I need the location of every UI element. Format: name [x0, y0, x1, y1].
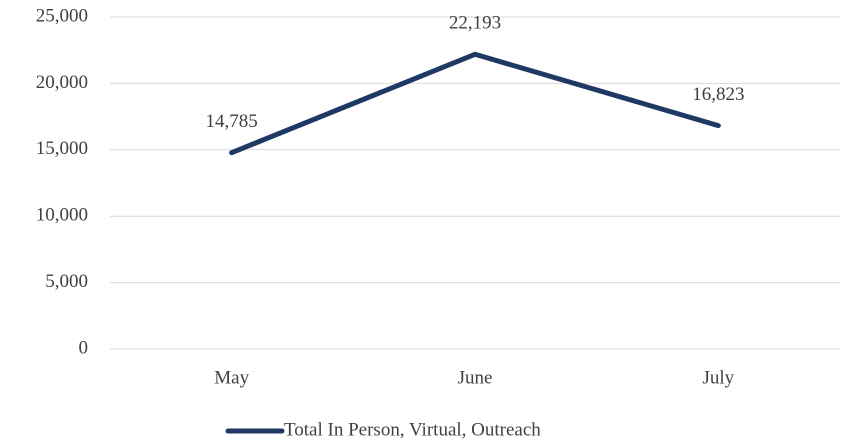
y-tick-label: 25,000	[36, 5, 88, 26]
data-line	[229, 51, 721, 156]
data-label: 16,823	[692, 84, 744, 105]
y-tick-label: 0	[79, 337, 89, 358]
y-tick-label: 15,000	[36, 138, 88, 159]
y-tick-label: 10,000	[36, 205, 88, 226]
y-tick-label: 5,000	[45, 271, 88, 292]
legend-label: Total In Person, Virtual, Outreach	[284, 419, 541, 440]
x-tick-label: July	[702, 367, 734, 388]
y-tick-label: 20,000	[36, 72, 88, 93]
x-tick-label: May	[214, 367, 249, 388]
data-label: 22,193	[449, 13, 501, 34]
data-label: 14,785	[206, 111, 258, 132]
x-tick-label: June	[458, 367, 493, 388]
